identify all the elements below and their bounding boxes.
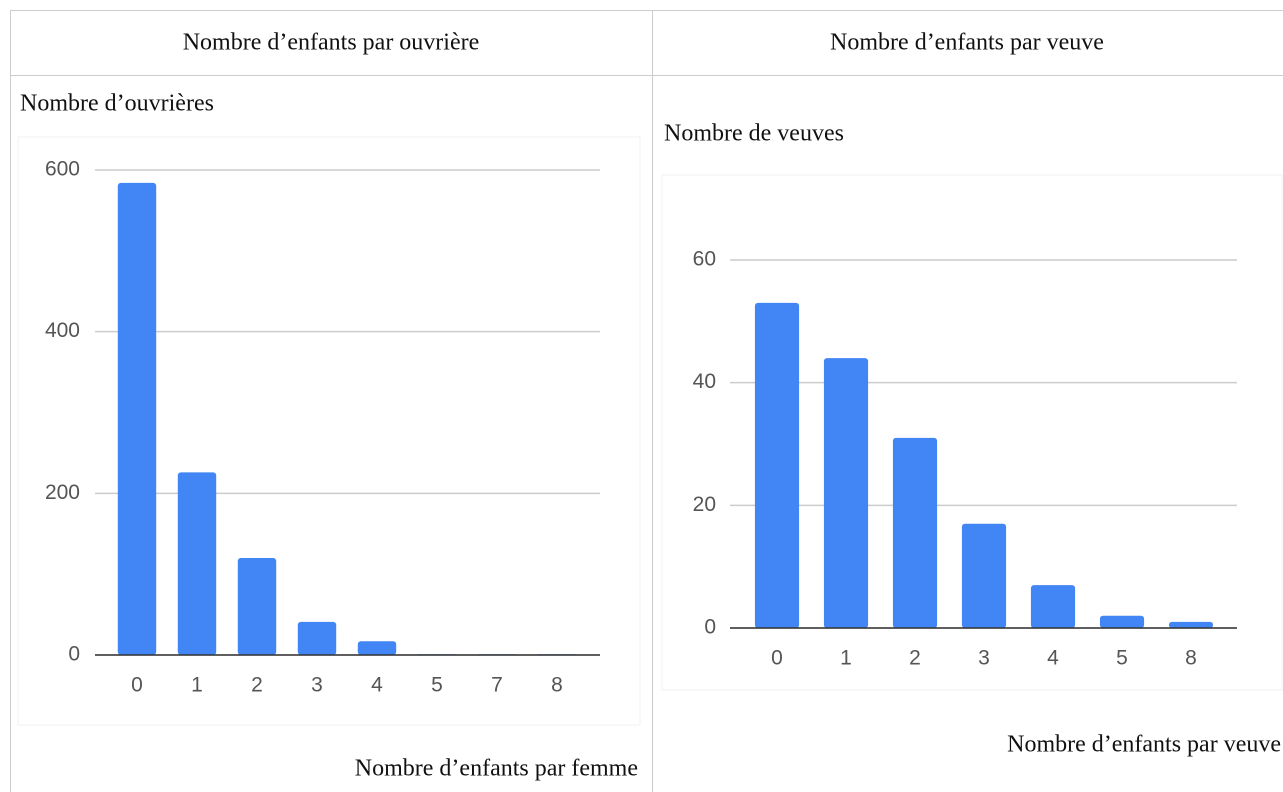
y-tick-label: 600 [45, 158, 80, 181]
x-tick-label: 8 [551, 674, 563, 697]
x-tick-label: 2 [909, 647, 921, 670]
x-tick-label: 8 [1185, 647, 1197, 670]
bar [297, 621, 337, 655]
bar [961, 523, 1007, 628]
y-tick-label: 200 [45, 481, 80, 504]
bar [1168, 621, 1214, 628]
x-tick-label: 1 [840, 647, 852, 670]
y-tick-label: 20 [693, 493, 716, 516]
y-axis-label: Nombre d’ouvrières [20, 91, 214, 117]
y-tick-label: 60 [693, 248, 716, 271]
x-tick-label: 3 [978, 647, 990, 670]
bar [754, 302, 800, 628]
bar [1030, 585, 1076, 628]
y-tick-label: 400 [45, 319, 80, 342]
x-axis-label: Nombre d’enfants par veuve [1007, 732, 1281, 758]
bar [1099, 615, 1145, 628]
bar [823, 358, 869, 628]
x-tick-label: 5 [431, 674, 443, 697]
x-tick-label: 4 [371, 674, 383, 697]
bar [177, 472, 217, 655]
y-axis-label: Nombre de veuves [664, 121, 844, 147]
column-header: Nombre d’enfants par ouvrière [183, 30, 480, 56]
bar [117, 182, 157, 655]
x-tick-label: 1 [191, 674, 203, 697]
column-header: Nombre d’enfants par veuve [830, 30, 1104, 56]
x-tick-label: 2 [251, 674, 263, 697]
x-tick-label: 7 [491, 674, 503, 697]
x-axis-label: Nombre d’enfants par femme [355, 756, 638, 782]
bar [237, 558, 277, 655]
x-tick-label: 0 [131, 674, 143, 697]
table-border [10, 10, 1283, 792]
y-tick-label: 0 [68, 643, 80, 666]
x-tick-label: 5 [1116, 647, 1128, 670]
y-tick-label: 40 [693, 370, 716, 393]
x-tick-label: 0 [771, 647, 783, 670]
x-tick-label: 4 [1047, 647, 1059, 670]
x-tick-label: 3 [311, 674, 323, 697]
bar [357, 641, 397, 655]
y-tick-label: 0 [704, 616, 716, 639]
bar [892, 437, 938, 628]
